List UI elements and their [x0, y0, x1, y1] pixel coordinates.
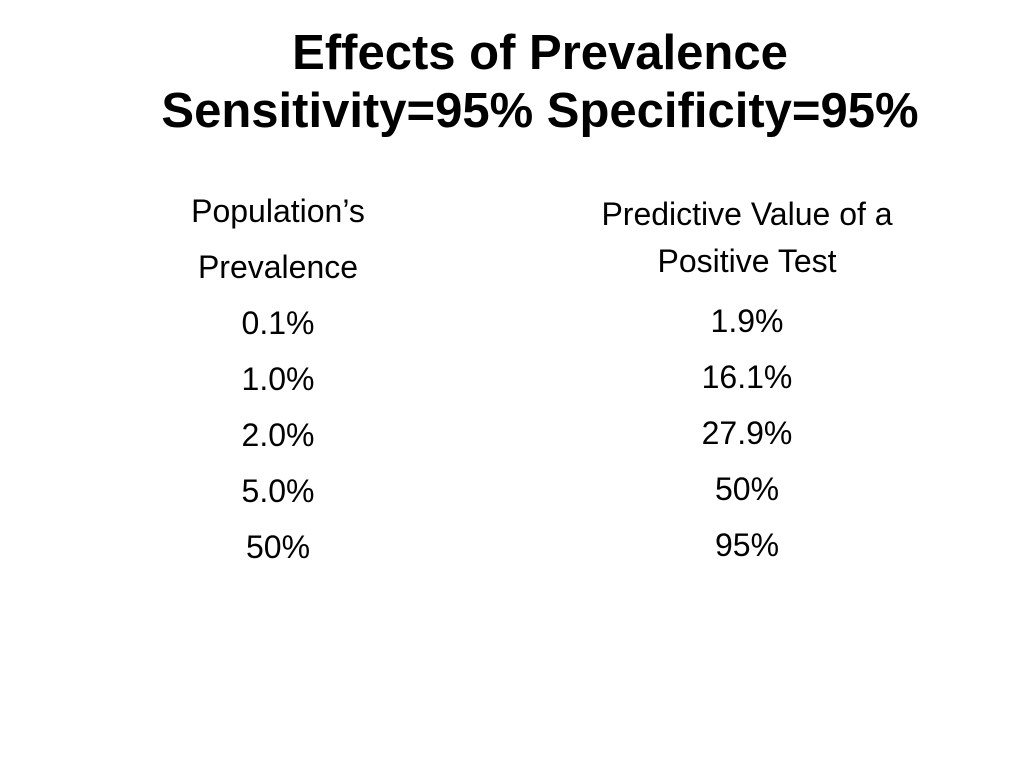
prevalence-value: 2.0% [241, 417, 315, 453]
predictive-value: 1.9% [710, 303, 784, 339]
predictive-value: 50% [714, 471, 780, 507]
prevalence-value: 50% [245, 529, 311, 565]
prevalence-column: Population’s Prevalence 0.1% 1.0% 2.0% 5… [128, 191, 428, 583]
title-line-1: Effects of Prevalence [292, 26, 788, 80]
predictive-value: 27.9% [701, 415, 793, 451]
predictive-value-header-line-2: Positive Test [657, 243, 837, 279]
prevalence-header-line-1: Population’s [191, 193, 365, 229]
prevalence-value: 5.0% [241, 473, 315, 509]
predictive-value-column: Predictive Value of a Positive Test 1.9%… [537, 191, 957, 581]
predictive-value-header-line-1: Predictive Value of a [601, 196, 893, 232]
predictive-value: 16.1% [701, 359, 793, 395]
predictive-value-header: Predictive Value of a Positive Test [537, 191, 957, 285]
slide-title: Effects of Prevalence Sensitivity=95% Sp… [40, 24, 1024, 140]
prevalence-header-line-2: Prevalence [197, 249, 359, 285]
prevalence-value: 1.0% [241, 361, 315, 397]
predictive-value: 95% [714, 527, 780, 563]
prevalence-value: 0.1% [241, 305, 315, 341]
title-line-2: Sensitivity=95% Specificity=95% [161, 84, 919, 138]
